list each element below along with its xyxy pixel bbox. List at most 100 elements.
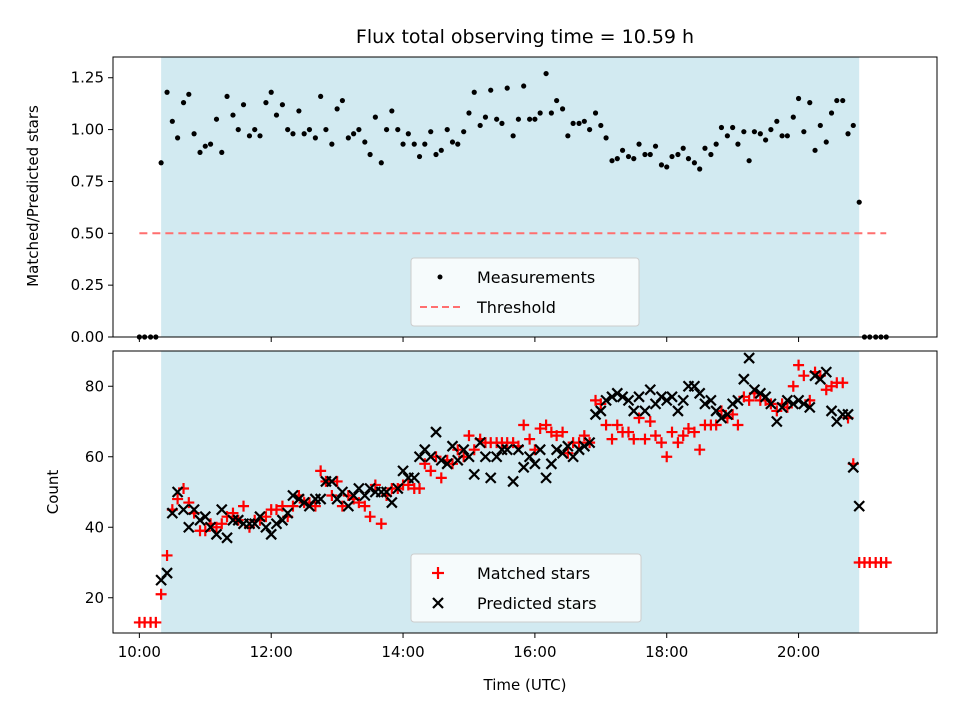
predicted-star-point <box>759 391 772 403</box>
measurement-point <box>817 122 823 129</box>
measurement-point <box>554 97 560 104</box>
measurement-point <box>400 141 406 147</box>
measurement-point <box>652 143 659 149</box>
matched-star-point <box>402 479 414 491</box>
measurements-series <box>136 70 889 340</box>
bottom-legend: Matched stars Predicted stars <box>410 553 642 623</box>
measurement-point <box>306 126 313 133</box>
measurement-point <box>559 106 566 112</box>
predicted-star-point <box>430 426 442 438</box>
predicted-star-point <box>424 450 437 463</box>
predicted-star-point <box>583 436 596 449</box>
matched-star-point <box>326 490 338 502</box>
top-axes: 0.00 0.25 0.50 0.75 1.00 1.25 <box>71 56 938 346</box>
predicted-star-point <box>391 482 404 495</box>
measurement-point <box>312 135 318 141</box>
predicted-star-point <box>748 383 761 396</box>
measurement-point <box>774 118 780 124</box>
matched-star-point <box>611 419 623 431</box>
matched-star-point <box>793 359 805 371</box>
measurement-point <box>565 133 571 139</box>
predicted-star-point <box>287 489 299 502</box>
predicted-star-point <box>726 398 739 410</box>
predicted-star-point <box>589 408 602 421</box>
measurement-point <box>367 151 373 158</box>
legend-matched-marker <box>432 567 444 579</box>
predicted-star-point <box>221 532 233 544</box>
measurement-point <box>219 149 225 156</box>
predicted-star-point <box>622 394 635 407</box>
predicted-star-point <box>798 398 810 410</box>
predicted-star-point <box>188 503 200 516</box>
predicted-star-point <box>183 521 195 534</box>
matched-star-point <box>573 437 585 449</box>
measurement-point <box>433 151 439 158</box>
measurement-point <box>680 145 686 151</box>
matched-star-point <box>540 419 552 431</box>
matched-star-point <box>661 451 673 463</box>
matched-star-point <box>276 500 288 512</box>
x-tick-label: 12:00 <box>250 643 293 661</box>
predicted-star-point <box>534 443 546 456</box>
predicted-star-point <box>847 461 860 474</box>
measurement-point <box>351 131 357 137</box>
measurement-point <box>515 116 522 122</box>
predicted-star-point <box>326 475 338 488</box>
measurement-point <box>823 139 829 145</box>
matched-star-point <box>595 398 607 410</box>
predicted-star-point <box>281 507 294 519</box>
matched-star-point <box>743 394 755 406</box>
y-tick-label: 40 <box>85 518 104 536</box>
measurement-point <box>845 131 851 137</box>
measurement-point <box>642 151 648 158</box>
measurement-point <box>658 162 665 168</box>
measurement-point <box>466 110 472 116</box>
predicted-star-point <box>627 405 640 417</box>
matched-star-point <box>238 500 250 512</box>
measurement-point <box>164 89 170 95</box>
measurement-point <box>197 149 203 156</box>
matched-star-point <box>727 408 739 420</box>
matched-star-point <box>463 430 475 442</box>
matched-star-point <box>798 370 810 382</box>
legend-measurements-marker <box>437 274 443 280</box>
predicted-star-point <box>166 507 179 519</box>
measurement-point <box>543 70 549 77</box>
measurement-point <box>449 139 456 145</box>
measurement-point <box>746 158 752 164</box>
measurement-point <box>834 97 840 104</box>
predicted-star-point <box>408 472 421 484</box>
matched-star-point <box>655 437 667 449</box>
measurement-point <box>362 139 368 145</box>
measurement-point <box>411 141 417 147</box>
measurement-point <box>461 129 467 135</box>
matched-star-point <box>260 511 272 523</box>
y-tick-label: 1.00 <box>71 121 104 139</box>
measurement-point <box>428 129 434 135</box>
matched-star-point <box>524 433 536 445</box>
measurement-point <box>790 114 796 120</box>
predicted-star-point <box>380 486 393 498</box>
measurement-point <box>685 156 692 162</box>
measurement-point <box>576 120 582 126</box>
predicted-star-point <box>765 398 777 410</box>
predicted-star-point <box>171 486 184 498</box>
measurement-point <box>527 116 533 122</box>
predicted-star-point <box>710 405 722 417</box>
matched-star-point <box>359 500 371 512</box>
measurement-point <box>636 141 642 147</box>
predicted-star-point <box>364 482 376 495</box>
measurement-point <box>609 158 615 164</box>
predicted-star-point <box>507 475 519 488</box>
legend-predicted-label: Predicted stars <box>477 594 597 613</box>
measurement-point <box>713 141 719 147</box>
matched-star-point <box>270 504 282 516</box>
predicted-star-point <box>677 394 689 407</box>
measurement-point <box>499 120 505 126</box>
predicted-star-point <box>474 436 486 449</box>
measurement-point <box>455 141 461 147</box>
predicted-star-point <box>512 443 525 456</box>
matched-star-point <box>639 433 651 445</box>
matched-star-point <box>446 458 458 470</box>
